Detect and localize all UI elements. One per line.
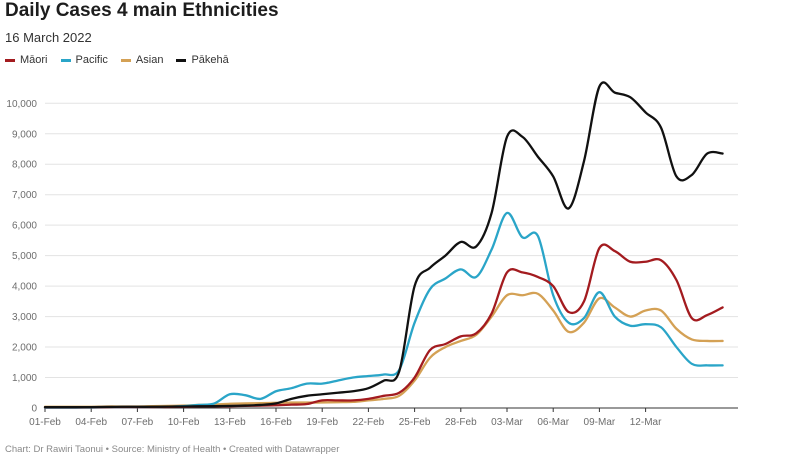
- x-tick-label: 06-Mar: [537, 417, 569, 428]
- y-tick-label: 0: [31, 404, 37, 415]
- y-tick-label: 3,000: [12, 312, 37, 323]
- legend-swatch-pacific: [60, 58, 71, 62]
- y-tick-label: 9,000: [12, 129, 37, 140]
- legend-item-maori: Māori: [5, 54, 48, 66]
- chart-title: Daily Cases 4 main Ethnicities: [5, 0, 279, 21]
- y-tick-label: 6,000: [12, 221, 37, 232]
- legend-item-pakeha: Pākehā: [176, 54, 229, 66]
- legend-item-pacific: Pacific: [60, 54, 108, 66]
- x-tick-label: 12-Mar: [630, 417, 662, 428]
- x-tick-label: 09-Mar: [584, 417, 616, 428]
- x-tick-label: 28-Feb: [445, 417, 477, 428]
- x-tick-label: 22-Feb: [353, 417, 385, 428]
- x-tick-label: 04-Feb: [75, 417, 107, 428]
- series-line-pakeha: [43, 81, 724, 409]
- legend-swatch-asian: [120, 58, 131, 62]
- chart-source-note: Chart: Dr Rawiri Taonui • Source: Minist…: [5, 444, 340, 455]
- legend-swatch-pakeha: [176, 58, 187, 62]
- y-tick-label: 1,000: [12, 373, 37, 384]
- y-tick-label: 5,000: [12, 251, 37, 262]
- series-line-pacific: [43, 211, 724, 409]
- y-tick-label: 4,000: [12, 282, 37, 293]
- chart-subtitle: 16 March 2022: [5, 30, 92, 45]
- x-tick-label: 25-Feb: [399, 417, 431, 428]
- x-tick-label: 13-Feb: [214, 417, 246, 428]
- y-tick-label: 8,000: [12, 160, 37, 171]
- legend-label-pakeha: Pākehā: [191, 54, 229, 66]
- legend-label-asian: Asian: [135, 54, 164, 66]
- x-tick-label: 07-Feb: [122, 417, 154, 428]
- x-tick-label: 01-Feb: [29, 417, 61, 428]
- y-tick-label: 10,000: [6, 99, 37, 110]
- y-axis: 0 1,000 2,000 3,000 4,000 5,000 6,000 7,000 8,00…: [6, 99, 37, 415]
- y-tick-label: 7,000: [12, 190, 37, 201]
- series-line-maori: [43, 243, 724, 409]
- y-tick-label: 2,000: [12, 343, 37, 354]
- x-axis: 01-Feb 04-Feb 07-Feb 10-Feb 13-Feb 16-Feb 19-F…: [29, 408, 662, 428]
- series-line-asian: [43, 291, 724, 408]
- legend-label-maori: Māori: [20, 54, 48, 66]
- legend: Māori Pacific Asian Pākehā: [5, 54, 242, 66]
- grid-lines: [45, 102, 738, 409]
- x-tick-label: 16-Feb: [260, 417, 292, 428]
- legend-swatch-maori: [5, 58, 15, 62]
- series-lines: [43, 81, 724, 409]
- x-tick-label: 19-Feb: [306, 417, 338, 428]
- x-tick-label: 10-Feb: [168, 417, 200, 428]
- legend-item-asian: Asian: [120, 54, 164, 66]
- legend-label-pacific: Pacific: [75, 54, 108, 66]
- x-tick-label: 03-Mar: [491, 417, 523, 428]
